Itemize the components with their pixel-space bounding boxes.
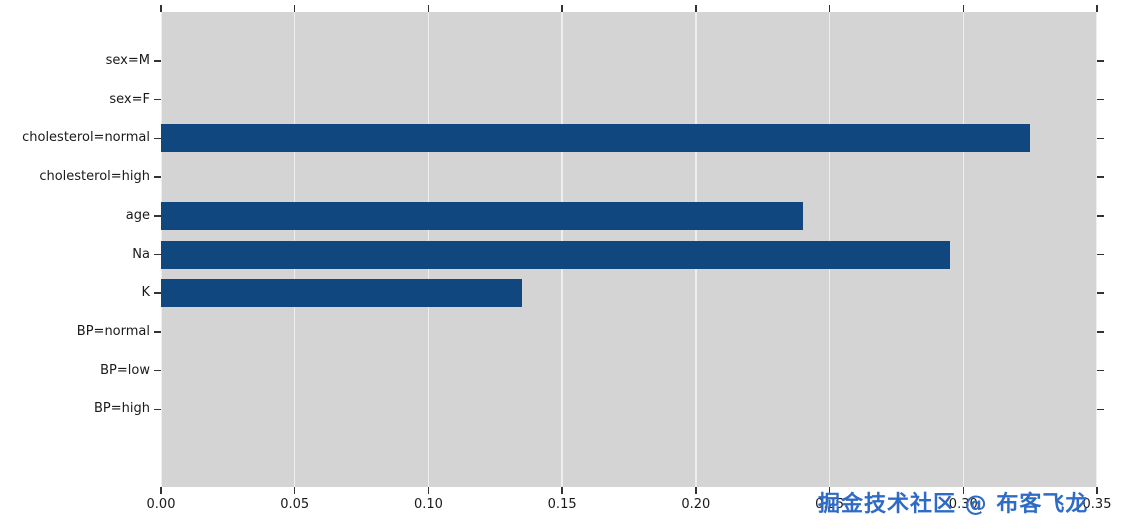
tick-mark <box>160 5 162 12</box>
x-axis-tick-label: 0.35 <box>1082 497 1112 512</box>
bar <box>161 201 803 230</box>
tick-mark <box>1097 215 1104 217</box>
tick-mark <box>561 5 563 12</box>
tick-mark <box>154 408 161 411</box>
x-axis-tick-label: 0.25 <box>815 497 845 512</box>
plot-area <box>161 12 1097 487</box>
tick-mark <box>1096 487 1098 494</box>
tick-mark <box>154 369 161 372</box>
tick-mark <box>1097 137 1104 140</box>
tick-mark <box>561 487 563 494</box>
tick-mark <box>1096 5 1098 12</box>
bar <box>161 279 523 308</box>
tick-mark <box>1097 98 1104 101</box>
tick-mark <box>1097 292 1104 294</box>
gridline <box>962 12 965 487</box>
tick-mark <box>160 487 162 494</box>
gridline <box>1096 12 1097 487</box>
tick-mark <box>154 292 161 294</box>
y-axis-label: cholesterol=normal <box>22 130 150 146</box>
y-axis-label: age <box>125 207 150 223</box>
tick-mark <box>1097 176 1104 178</box>
y-axis-label: sex=M <box>105 53 150 68</box>
x-axis-tick-label: 0.00 <box>146 497 176 512</box>
tick-mark <box>695 5 697 12</box>
tick-mark <box>828 487 831 494</box>
tick-mark <box>828 5 831 12</box>
x-axis-tick-label: 0.30 <box>948 497 978 512</box>
tick-mark <box>962 487 965 494</box>
x-axis-tick-label: 0.15 <box>547 497 577 512</box>
y-axis-label: Na <box>132 246 150 262</box>
y-axis-label: cholesterol=high <box>39 169 150 185</box>
tick-mark <box>154 137 161 140</box>
bar <box>161 240 950 269</box>
y-axis-label: BP=high <box>94 401 150 417</box>
tick-mark <box>427 487 430 494</box>
tick-mark <box>695 487 697 494</box>
tick-mark <box>293 487 296 494</box>
tick-mark <box>1097 369 1104 372</box>
tick-mark <box>154 331 161 333</box>
tick-mark <box>154 253 161 256</box>
tick-mark <box>1097 408 1104 411</box>
tick-mark <box>1097 60 1104 62</box>
tick-mark <box>962 5 965 12</box>
x-axis-tick-label: 0.10 <box>413 497 443 512</box>
bar <box>161 124 1031 153</box>
y-axis-label: sex=F <box>109 91 150 107</box>
tick-mark <box>154 215 161 217</box>
y-axis-label: K <box>141 285 150 301</box>
x-axis-tick-label: 0.05 <box>280 497 310 512</box>
tick-mark <box>293 5 296 12</box>
tick-mark <box>427 5 430 12</box>
tick-mark <box>1097 331 1104 333</box>
y-axis-label: BP=normal <box>76 323 150 339</box>
tick-mark <box>154 176 161 178</box>
tick-mark <box>154 98 161 101</box>
tick-mark <box>1097 253 1104 256</box>
watermark: 掘金技术社区 @ 布客飞龙 <box>818 492 1089 517</box>
tick-mark <box>154 60 161 62</box>
x-axis-tick-label: 0.20 <box>681 497 711 512</box>
y-axis-label: BP=low <box>100 362 150 378</box>
